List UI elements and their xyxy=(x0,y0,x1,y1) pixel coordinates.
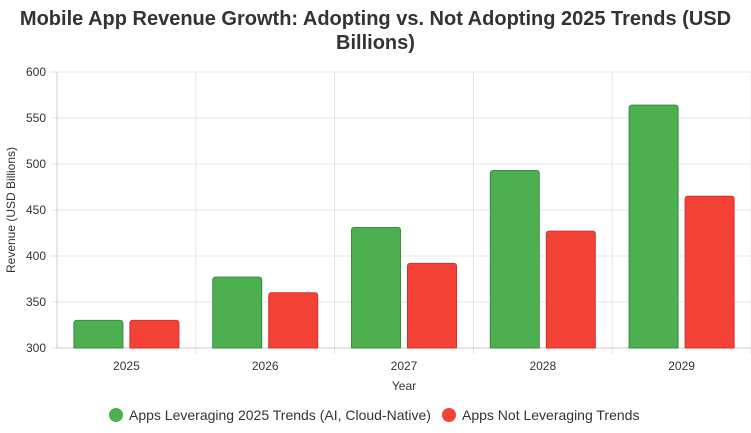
x-tick-label: 2029 xyxy=(668,359,695,373)
legend-label-not-leveraging[interactable]: Apps Not Leveraging Trends xyxy=(462,407,639,423)
bar-not-leveraging-2029[interactable] xyxy=(684,195,735,349)
bar-not-leveraging-2026[interactable] xyxy=(268,292,319,349)
y-tick-label: 300 xyxy=(26,341,46,355)
legend: Apps Leveraging 2025 Trends (AI, Cloud-N… xyxy=(109,407,639,423)
y-tick-label: 400 xyxy=(26,249,46,263)
bar-leveraging-2025[interactable] xyxy=(73,319,124,349)
x-tick-label: 2028 xyxy=(529,359,556,373)
x-tick-label: 2026 xyxy=(252,359,279,373)
y-tick-label: 600 xyxy=(26,65,46,79)
bar-not-leveraging-2028[interactable] xyxy=(545,230,596,349)
legend-swatch-leveraging[interactable] xyxy=(109,408,123,422)
legend-swatch-not-leveraging[interactable] xyxy=(442,408,456,422)
chart-title-line-2: Billions) xyxy=(336,32,415,54)
legend-label-leveraging[interactable]: Apps Leveraging 2025 Trends (AI, Cloud-N… xyxy=(129,407,431,423)
bar-leveraging-2026[interactable] xyxy=(212,276,263,349)
y-tick-label: 450 xyxy=(26,203,46,217)
bar-leveraging-2027[interactable] xyxy=(351,226,401,349)
y-tick-label: 550 xyxy=(26,111,46,125)
x-tick-label: 2027 xyxy=(391,359,418,373)
y-axis-label: Revenue (USD Billions) xyxy=(4,147,18,273)
y-tick-label: 500 xyxy=(26,157,46,171)
bar-leveraging-2028[interactable] xyxy=(489,169,540,349)
y-axis-ticks: 300 350 400 450 500 550 600 xyxy=(26,65,46,355)
bar-not-leveraging-2025[interactable] xyxy=(129,319,180,349)
x-axis-label: Year xyxy=(392,379,416,393)
y-tick-label: 350 xyxy=(26,295,46,309)
bars xyxy=(73,104,735,349)
x-tick-label: 2025 xyxy=(113,359,140,373)
bar-not-leveraging-2027[interactable] xyxy=(407,262,457,349)
bar-leveraging-2029[interactable] xyxy=(628,104,679,349)
x-axis-ticks: 2025 2026 2027 2028 2029 xyxy=(113,359,695,373)
chart-title-line-1: Mobile App Revenue Growth: Adopting vs. … xyxy=(20,8,731,30)
